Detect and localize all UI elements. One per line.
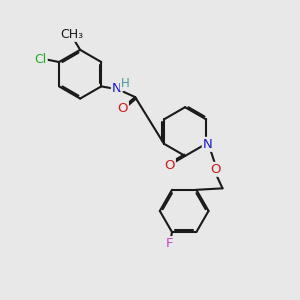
Text: H: H bbox=[121, 77, 129, 90]
Text: O: O bbox=[117, 102, 128, 115]
Text: F: F bbox=[166, 237, 173, 250]
Text: O: O bbox=[164, 159, 175, 172]
Text: Cl: Cl bbox=[34, 53, 47, 66]
Text: N: N bbox=[203, 138, 212, 151]
Text: N: N bbox=[112, 82, 122, 95]
Text: CH₃: CH₃ bbox=[60, 28, 83, 41]
Text: O: O bbox=[210, 163, 220, 176]
